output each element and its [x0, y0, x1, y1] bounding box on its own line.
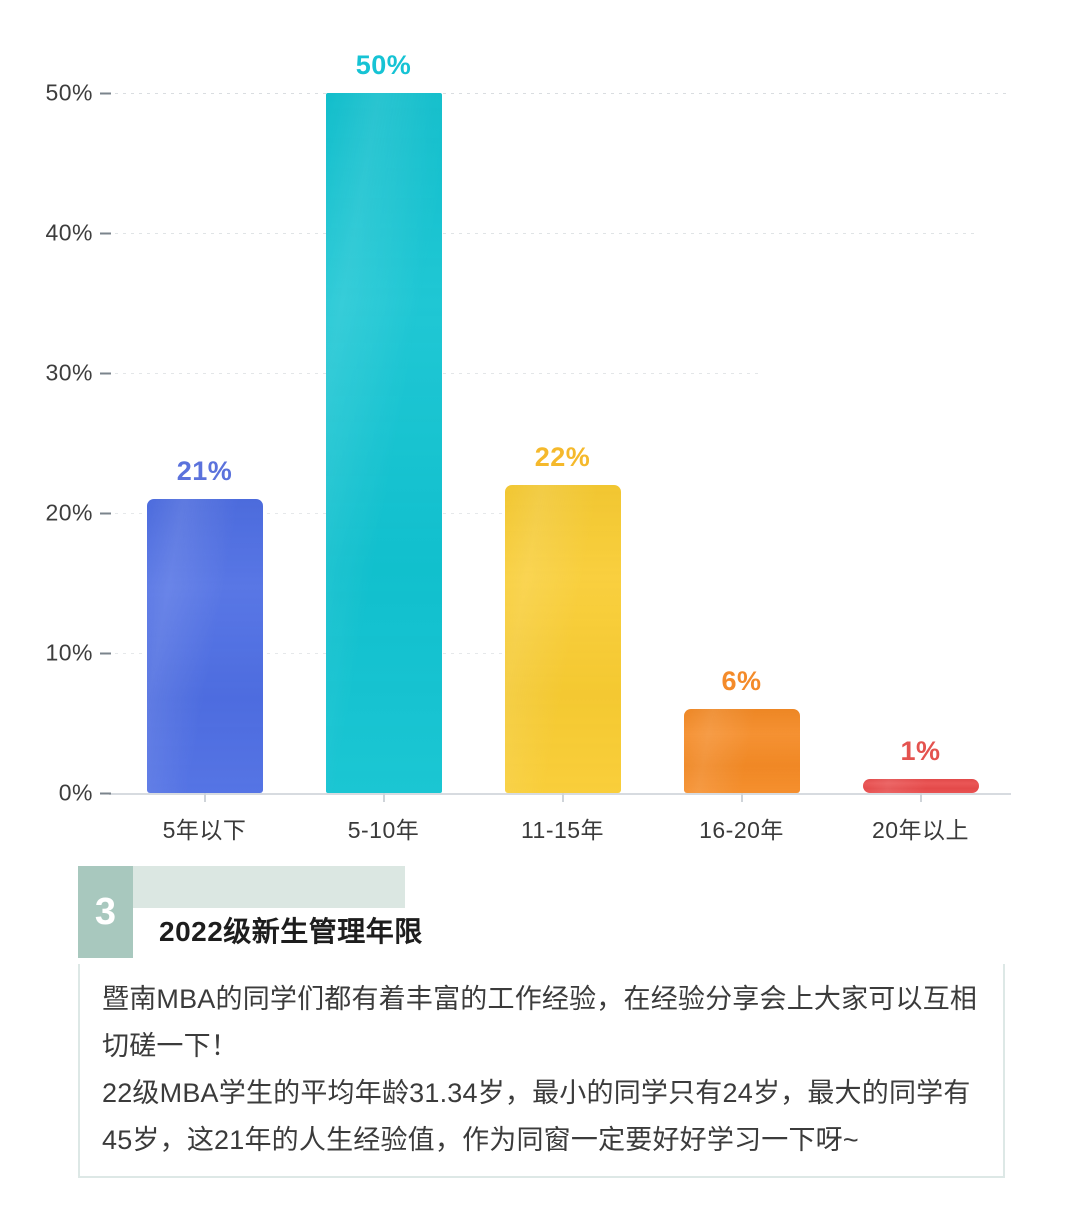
x-axis-label: 5年以下: [162, 817, 247, 843]
x-axis-tick: [203, 793, 206, 802]
bar[interactable]: [683, 709, 800, 793]
x-axis-tick: [740, 793, 743, 802]
bar-shading: [504, 485, 621, 793]
y-axis-tick-label: 30%: [45, 360, 115, 387]
gridline: [115, 93, 1010, 94]
x-axis-tick: [561, 793, 564, 802]
y-axis-tick-label: 50%: [45, 80, 115, 107]
bar-shading: [683, 709, 800, 793]
bar-value-label: 1%: [900, 736, 941, 766]
x-axis-label: 20年以上: [871, 817, 970, 843]
bar-value-label: 22%: [534, 442, 591, 472]
section-title: 2022级新生管理年限: [159, 916, 423, 947]
section-number-badge: 3: [78, 866, 133, 958]
bar-value-label: 50%: [355, 50, 412, 80]
x-axis-line: [109, 793, 1011, 795]
plot-area: 50% 40% 30% 20% 10% 0% 21% 5年以下 50% 5-10年 22% 11-15…: [45, 50, 1011, 843]
bar-group[interactable]: 21%: [146, 93, 263, 793]
gridline: [115, 513, 527, 514]
y-axis-tick-label: 10%: [45, 640, 115, 667]
bar-group[interactable]: 22%: [504, 93, 621, 793]
gridline: [115, 233, 975, 234]
y-axis-tick-label: 20%: [45, 500, 115, 527]
x-axis-label: 16-20年: [699, 817, 784, 843]
bar-shading: [862, 779, 979, 793]
x-axis-tick: [382, 793, 385, 802]
description-paragraph-1: 暨南MBA的同学们都有着丰富的工作经验，在经验分享会上大家可以互相切磋一下！: [102, 984, 978, 1061]
section-header: 3 2022级新生管理年限: [78, 866, 1008, 958]
bar-value-label: 21%: [176, 456, 233, 486]
bar[interactable]: [146, 499, 263, 793]
bar-chart: 50% 40% 30% 20% 10% 0% 21% 5年以下 50% 5-10年 22% 11-15…: [0, 0, 1069, 845]
bar[interactable]: [504, 485, 621, 793]
x-axis-label: 11-15年: [520, 817, 605, 843]
bar[interactable]: [862, 779, 979, 793]
bar-value-label: 6%: [721, 666, 762, 696]
x-axis-label: 5-10年: [347, 817, 420, 843]
y-axis-tick-label: 0%: [59, 780, 115, 807]
gridline: [115, 653, 527, 654]
bar-group[interactable]: 1%: [862, 93, 979, 793]
y-axis-tick-label: 40%: [45, 220, 115, 247]
bar-shading: [325, 93, 442, 793]
bar-shading: [146, 499, 263, 793]
description-paragraph-2: 22级MBA学生的平均年龄31.34岁，最小的同学只有24岁，最大的同学有45岁…: [102, 1078, 971, 1155]
bar-group[interactable]: 50%: [325, 50, 442, 793]
bar[interactable]: [325, 93, 442, 793]
x-axis-tick: [919, 793, 922, 802]
description-box: 暨南MBA的同学们都有着丰富的工作经验，在经验分享会上大家可以互相切磋一下！ 2…: [78, 964, 1005, 1178]
bar-group[interactable]: 6%: [683, 93, 800, 793]
